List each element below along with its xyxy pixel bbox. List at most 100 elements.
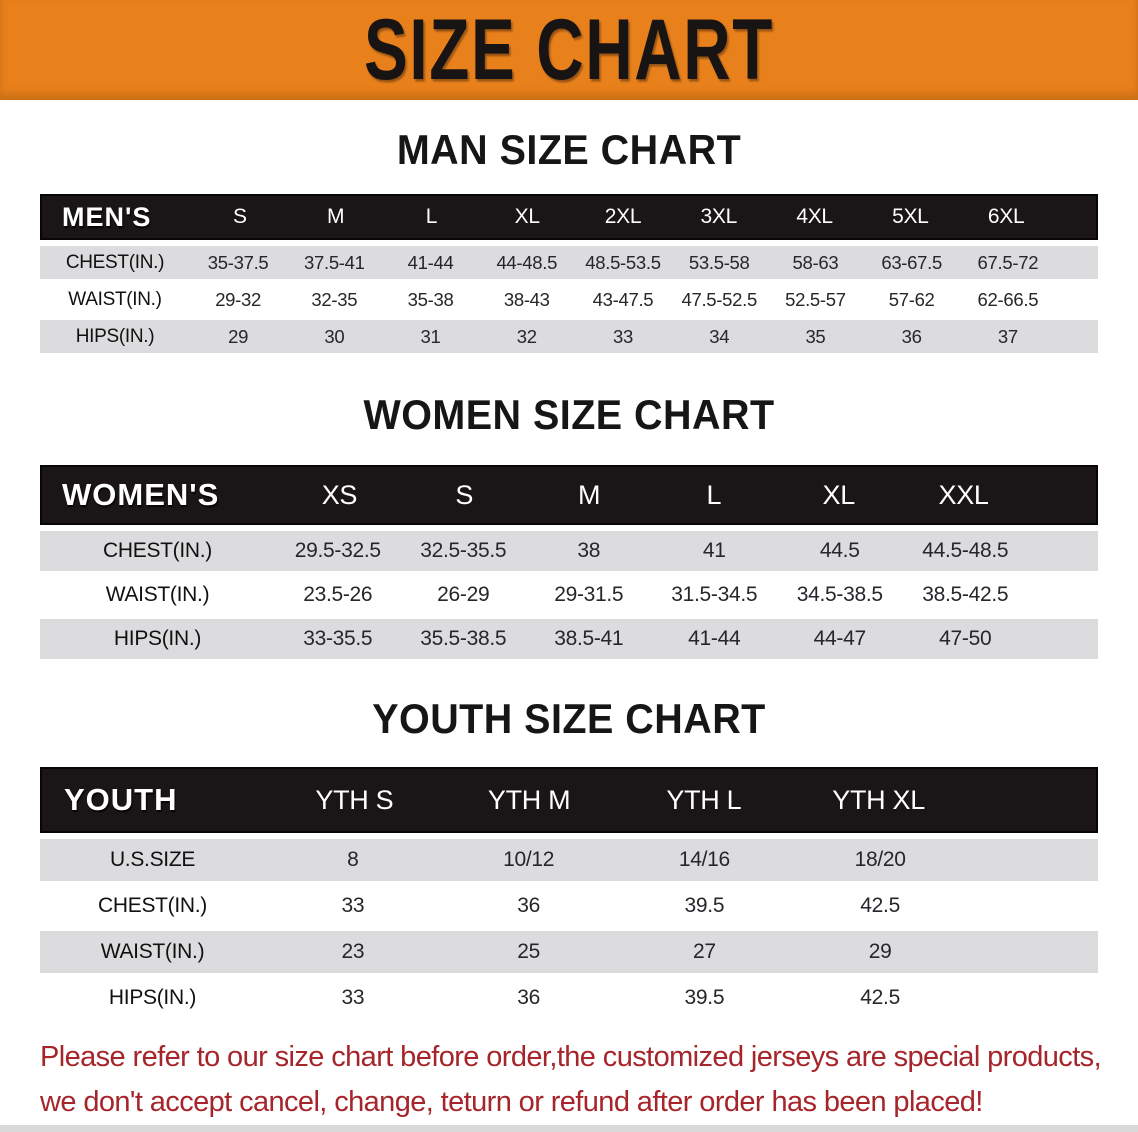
measurement-value: 30 [324, 325, 345, 347]
table-row: WAIST(IN.) 23.5-26 26-29 29-31.5 31.5-34.5 34… [40, 575, 1098, 615]
section-women: WOMEN SIZE CHART WOMEN'S XS S M L XL XXL CHEST(… [0, 391, 1138, 659]
measurement-value: 33 [341, 894, 365, 917]
measurement-value: 63-67.5 [881, 251, 942, 273]
table-row: HIPS(IN.) 33 36 39.5 42.5 [40, 977, 1098, 1019]
measurement-value: 41-44 [688, 627, 741, 650]
measurement-value: 27 [692, 940, 716, 963]
size-column-header: S [455, 479, 474, 510]
measurement-label: HIPS(IN.) [108, 986, 197, 1009]
measurement-value: 36 [901, 325, 922, 347]
size-column-header: YTH XL [832, 784, 925, 815]
size-column-header: M [577, 479, 601, 510]
table-header-row: YOUTH YTH S YTH M YTH L YTH XL [40, 767, 1098, 833]
measurement-value: 31.5-34.5 [671, 583, 758, 606]
table-row: WAIST(IN.) 23 25 27 29 [40, 931, 1098, 973]
banner-title: SIZE CHART [364, 1, 774, 98]
size-column-header: YTH L [666, 784, 742, 815]
size-column-header: YTH S [315, 784, 394, 815]
size-column-header: S [233, 205, 247, 228]
measurement-value: 25 [517, 940, 540, 963]
measurement-value: 31 [420, 325, 441, 347]
size-column-header: L [425, 205, 438, 228]
women-size-table: WOMEN'S XS S M L XL XXL CHEST(IN.) 29.5-32.5 32.5… [40, 465, 1098, 659]
measurement-label: WAIST(IN.) [105, 583, 210, 606]
disclaimer-line2: we don't accept cancel, change, teturn o… [40, 1085, 983, 1118]
size-column-header: XS [321, 479, 358, 510]
measurement-value: 33-35.5 [303, 627, 373, 650]
size-column-header: M [327, 205, 345, 228]
table-row: HIPS(IN.) 29 30 31 32 33 34 35 36 37 [40, 320, 1098, 353]
measurement-value: 44-47 [813, 627, 867, 650]
measurement-value: 35-38 [407, 288, 454, 310]
measurement-value: 32 [516, 325, 537, 347]
measurement-value: 42.5 [860, 894, 900, 917]
measurement-value: 38.5-42.5 [922, 583, 1009, 606]
measurement-value: 29-31.5 [554, 583, 624, 606]
measurement-label: CHEST(IN.) [98, 894, 207, 917]
measurement-value: 38.5-41 [554, 627, 624, 650]
measurement-label: WAIST(IN.) [100, 940, 205, 963]
table-row: CHEST(IN.) 35-37.5 37.5-41 41-44 44-48.5 48.5… [40, 246, 1098, 279]
measurement-value: 58-63 [792, 251, 839, 273]
table-row: HIPS(IN.) 33-35.5 35.5-38.5 38.5-41 41-44 44-… [40, 619, 1098, 659]
disclaimer: Please refer to our size chart before or… [40, 1035, 1108, 1125]
measurement-value: 48.5-53.5 [585, 251, 661, 273]
measurement-value: 29.5-32.5 [294, 539, 381, 562]
measurement-value: 44.5 [819, 539, 860, 562]
banner: SIZE CHART [0, 0, 1138, 100]
size-column-header: 3XL [700, 205, 738, 228]
measurement-label: CHEST(IN.) [103, 539, 212, 562]
measurement-value: 41-44 [407, 251, 454, 273]
measurement-label: U.S.SIZE [109, 848, 196, 871]
measurement-label: HIPS(IN.) [113, 627, 202, 650]
table-group-label: WOMEN'S [62, 477, 220, 512]
table-header-row: MEN'S S M L XL 2XL 3XL 4XL 5XL 6XL [40, 194, 1098, 240]
size-column-header: XL [514, 205, 540, 228]
table-row: U.S.SIZE 8 10/12 14/16 18/20 [40, 839, 1098, 881]
table-header-row: WOMEN'S XS S M L XL XXL [40, 465, 1098, 525]
measurement-value: 42.5 [860, 986, 900, 1009]
measurement-value: 38-43 [503, 288, 550, 310]
measurement-value: 35.5-38.5 [420, 627, 507, 650]
section-youth: YOUTH SIZE CHART YOUTH YTH S YTH M YTH L YTH… [0, 695, 1138, 1019]
table-row: CHEST(IN.) 33 36 39.5 42.5 [40, 885, 1098, 927]
measurement-value: 47-50 [939, 627, 992, 650]
measurement-label: WAIST(IN.) [68, 288, 162, 310]
measurement-value: 18/20 [854, 848, 906, 871]
measurement-value: 33 [341, 986, 365, 1009]
measurement-value: 34.5-38.5 [796, 583, 883, 606]
measurement-value: 62-66.5 [977, 288, 1039, 310]
measurement-value: 8 [347, 848, 359, 871]
measurement-value: 43-47.5 [592, 288, 654, 310]
measurement-value: 36 [517, 986, 540, 1009]
measurement-value: 67.5-72 [977, 251, 1039, 273]
measurement-value: 26-29 [437, 583, 490, 606]
size-column-header: 6XL [987, 205, 1025, 228]
measurement-value: 39.5 [684, 986, 725, 1009]
disclaimer-line1: Please refer to our size chart before or… [40, 1041, 1102, 1073]
measurement-value: 32-35 [311, 288, 358, 310]
size-column-header: 2XL [604, 205, 642, 228]
measurement-value: 35 [805, 325, 826, 347]
youth-section-heading: YOUTH SIZE CHART [372, 695, 766, 742]
bottom-strip [0, 1125, 1138, 1132]
table-group-label: YOUTH [64, 782, 178, 817]
measurement-value: 57-62 [888, 288, 935, 310]
men-section-heading: MAN SIZE CHART [396, 126, 742, 173]
measurement-value: 36 [517, 894, 540, 917]
section-men: MAN SIZE CHART MEN'S S M L XL 2XL 3XL 4XL 5XL 6XL… [0, 126, 1138, 353]
measurement-value: 53.5-58 [688, 251, 750, 273]
size-column-header: 5XL [892, 205, 929, 228]
measurement-value: 32.5-35.5 [420, 539, 507, 562]
measurement-value: 29 [868, 940, 892, 963]
measurement-value: 34 [709, 325, 730, 347]
measurement-value: 47.5-52.5 [681, 288, 757, 310]
measurement-value: 37.5-41 [304, 251, 365, 273]
table-row: WAIST(IN.) 29-32 32-35 35-38 38-43 43-47.5 47.… [40, 283, 1098, 316]
measurement-label: CHEST(IN.) [65, 251, 165, 273]
table-row: CHEST(IN.) 29.5-32.5 32.5-35.5 38 41 44.5 44.5… [40, 531, 1098, 571]
measurement-label: HIPS(IN.) [75, 325, 155, 347]
measurement-value: 14/16 [678, 848, 730, 871]
measurement-value: 39.5 [684, 894, 725, 917]
size-column-header: YTH M [487, 784, 571, 815]
